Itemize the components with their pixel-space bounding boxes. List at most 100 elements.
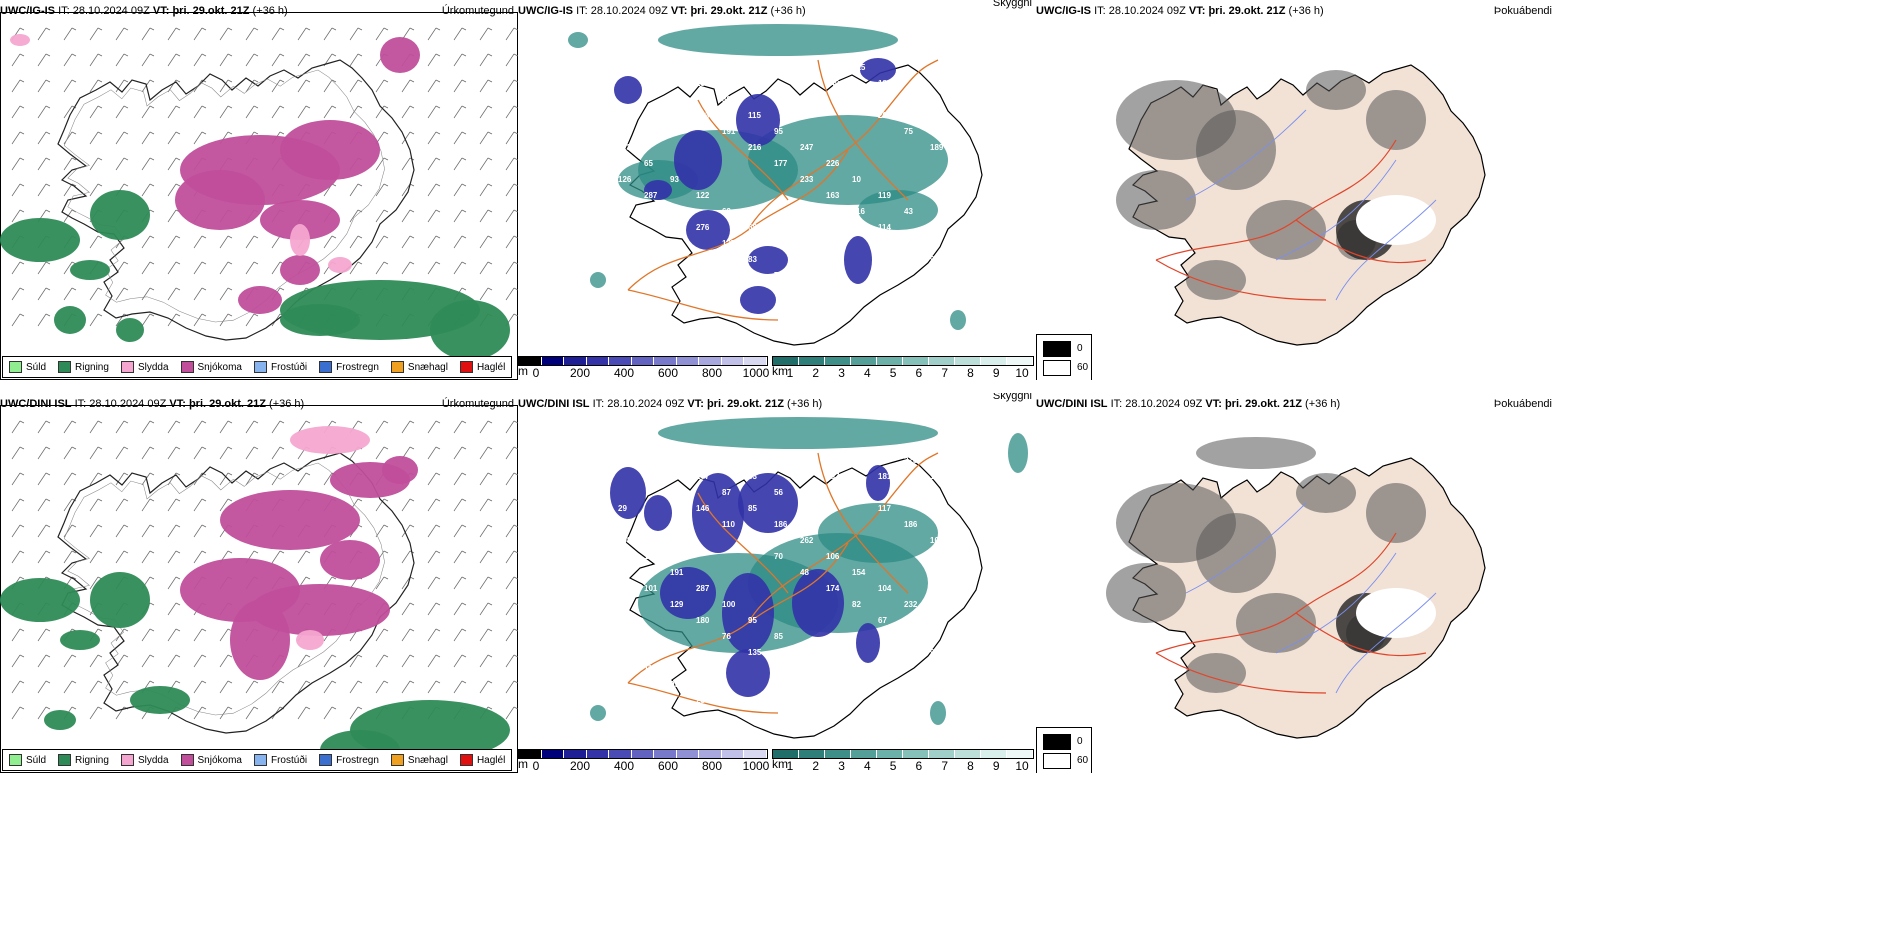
cloud-base-label: 208 (618, 536, 632, 545)
wind-barb (141, 420, 151, 434)
low-ceiling-area (860, 58, 896, 82)
wind-barb (427, 550, 437, 564)
colorbar-segment (676, 357, 700, 365)
wind-barb (375, 654, 385, 668)
wind-barb (323, 654, 333, 668)
wind-barb (11, 209, 21, 223)
wind-barb (427, 53, 437, 67)
legend-swatch (120, 754, 134, 766)
legend-swatch (9, 754, 22, 766)
cloud-base-label: 95 (748, 616, 757, 625)
wind-barb (193, 131, 203, 145)
precip-type-panel-row1: UWC/IG-IS IT: 28.10.2024 09Z VT: þri. 29… (0, 0, 518, 380)
wind-barb (401, 261, 411, 275)
wind-barb (37, 183, 47, 197)
wind-barb (479, 209, 489, 223)
wind-barb (63, 446, 73, 460)
cloud-base-label: 1276 (722, 239, 740, 248)
fog-shading (1296, 473, 1356, 513)
colorbar-segment (929, 750, 955, 758)
wind-barb (479, 524, 489, 538)
wind-barb (11, 498, 21, 512)
cloud-base-label: 48 (800, 568, 809, 577)
cloud-base-label: 29 (618, 504, 627, 513)
cloud-base-label: 119 (878, 191, 891, 200)
cloud-base-label: 82 (852, 600, 861, 609)
wind-barb (219, 706, 229, 720)
colorbar-tick: 800 (701, 759, 723, 773)
wind-barb (63, 79, 73, 93)
low-visibility-area (590, 272, 606, 288)
wind-barb (375, 576, 385, 590)
colorbar-tick: 6 (915, 366, 923, 380)
road (627, 149, 849, 291)
wind-barb (297, 105, 307, 119)
wind-barb (193, 313, 203, 327)
wind-barb (427, 261, 437, 275)
panel-header: UWC/DINI ISL IT: 28.10.2024 09Z VT: þri.… (0, 398, 305, 410)
colorbar-tick: 800 (701, 366, 723, 380)
snow-area (380, 37, 420, 73)
wind-barb (193, 261, 203, 275)
wind-barb (427, 628, 437, 642)
colorbar-segment (877, 357, 903, 365)
wind-barb (479, 420, 489, 434)
wind-barb (271, 53, 281, 67)
wind-barb (375, 680, 385, 694)
wind-barb (167, 53, 177, 67)
wind-barb (505, 550, 515, 564)
wind-barb (167, 287, 177, 301)
panel-header: UWC/IG-IS IT: 28.10.2024 09Z VT: þri. 29… (1036, 5, 1324, 17)
legend-item: Snæhagl (390, 361, 448, 373)
low-visibility-area (658, 417, 938, 449)
legend-swatch (459, 754, 473, 766)
cloud-base-label: 820 (670, 63, 684, 72)
fog-legend-black-swatch (1043, 734, 1071, 750)
wind-barb (297, 27, 307, 41)
wind-barb (219, 628, 229, 642)
cloud-base-label: 129 (670, 600, 684, 609)
colorbar-segment (564, 750, 587, 758)
road (1155, 532, 1397, 654)
wind-barb (115, 105, 125, 119)
colorbar-segment (721, 750, 745, 758)
wind-barb (115, 420, 125, 434)
cloud-base-label: 94 (826, 696, 835, 705)
wind-barb (427, 654, 437, 668)
wind-barb (89, 27, 99, 41)
cloud-base-label: 80 (722, 95, 731, 104)
cloud-base-label: 63 (748, 472, 757, 481)
wind-barb (427, 79, 437, 93)
wind-barb (219, 53, 229, 67)
river (1185, 502, 1307, 594)
low-ceiling-area (644, 495, 672, 531)
wind-barb (11, 53, 21, 67)
wind-barb (37, 524, 47, 538)
wind-barb (401, 235, 411, 249)
wind-barb (427, 602, 437, 616)
river (1335, 592, 1437, 694)
legend-label: Frostúði (270, 361, 308, 373)
cloud-base-label: 24 (800, 648, 809, 657)
wind-barb (141, 446, 151, 460)
wind-barb (375, 235, 385, 249)
wind-barb (453, 498, 463, 512)
cloud-base-label: 95 (670, 680, 679, 689)
river (1335, 199, 1437, 301)
cloud-base-label: 174 (826, 584, 840, 593)
wind-barb (11, 628, 21, 642)
wind-barb (37, 420, 47, 434)
cloud-base-label: 693 (644, 79, 658, 88)
colorbar-tick: 3 (838, 366, 845, 380)
fog-shading (1366, 483, 1426, 543)
wind-barb (349, 706, 359, 720)
wind-barb (167, 131, 177, 145)
legend-item: Rigning (58, 361, 109, 373)
cloud-base-label: 83 (748, 255, 757, 264)
wind-barb (375, 79, 385, 93)
cloud-base-label: 76 (722, 632, 731, 641)
wind-barb (271, 79, 281, 93)
fog-shading (1186, 260, 1246, 300)
wind-barb (37, 27, 47, 41)
wind-barb (193, 287, 203, 301)
